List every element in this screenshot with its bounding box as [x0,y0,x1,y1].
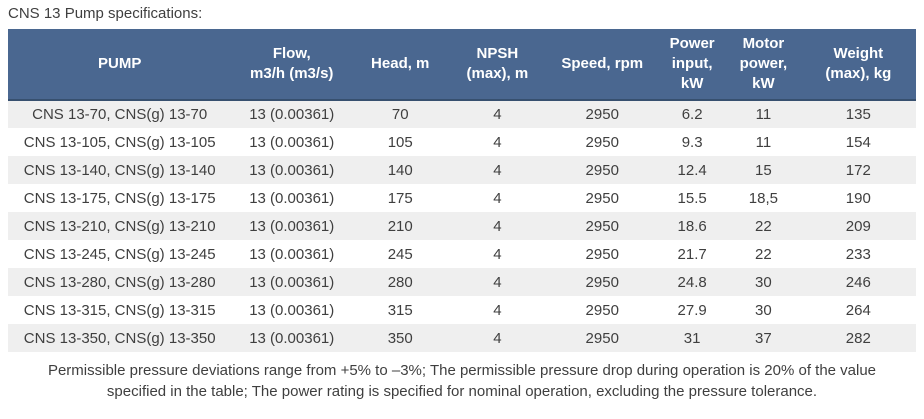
table-cell: 264 [845,301,871,319]
table-row: CNS 13-70, CNS(g) 13-70 13 (0.00361) 70 4 29… [8,100,916,128]
column-header: NPSH (max), m [448,29,547,101]
table-cell: 209 [845,217,871,235]
column-header: PUMP [8,29,232,101]
table-cell: 135 [845,106,871,123]
table-cell: 350 [387,329,413,347]
table-cell: 246 [845,273,871,291]
table-cell: 30 [755,273,772,291]
table-cell: 13 (0.00361) [249,217,335,235]
table-cell: 4 [493,273,502,291]
table-cell: 13 (0.00361) [249,273,335,291]
table-cell: 154 [845,133,871,151]
table-cell: 15.5 [677,189,707,207]
table-cell: 2950 [585,133,619,151]
table-cell: 24.8 [677,273,707,291]
table-cell: 175 [387,189,413,207]
table-cell: 22 [755,245,772,263]
table-cell: 9.3 [681,133,703,151]
table-cell: 172 [845,161,871,179]
column-header: Motor power, kW [726,29,801,101]
table-cell: 2950 [585,329,619,347]
table-cell: 4 [493,301,502,319]
table-cell: 233 [845,245,871,263]
table-cell: 11 [755,106,772,123]
table-cell: 2950 [585,189,619,207]
table-row: CNS 13-175, CNS(g) 13-175 13 (0.00361) 175… [8,184,916,212]
table-cell: 282 [845,329,871,347]
table-cell: CNS 13-105, CNS(g) 13-105 [23,133,216,151]
pump-spec-table: PUMP Flow, m3/h (m3/s) Head, m NPSH (max), … [8,29,916,352]
table-cell: 22 [755,217,772,235]
table-cell: CNS 13-175, CNS(g) 13-175 [23,189,216,207]
table-cell: 2950 [585,106,619,123]
table-cell: 13 (0.00361) [249,301,335,319]
table-cell: 2950 [585,245,619,263]
footer-note: Permissible pressure deviations range fr… [47,362,877,400]
table-cell: 4 [493,133,502,151]
table-cell: CNS 13-210, CNS(g) 13-210 [23,217,216,235]
table-cell: 245 [387,245,413,263]
table-cell: 18,5 [748,189,778,207]
table-cell: 13 (0.00361) [249,329,335,347]
table-row: CNS 13-245, CNS(g) 13-245 13 (0.00361) 245… [8,240,916,268]
table-cell: 2950 [585,273,619,291]
table-cell: 140 [387,161,413,179]
table-cell: 4 [493,106,502,123]
table-row: CNS 13-350, CNS(g) 13-350 13 (0.00361) 350… [8,324,916,352]
table-row: CNS 13-140, CNS(g) 13-140 13 (0.00361) 140… [8,156,916,184]
table-cell: CNS 13-70, CNS(g) 13-70 [32,106,208,123]
table-cell: 280 [387,273,413,291]
table-cell: 13 (0.00361) [249,106,335,123]
table-cell: 70 [391,106,409,123]
column-header: Power input, kW [658,29,727,101]
table-cell: 30 [755,301,772,319]
table-row: CNS 13-280, CNS(g) 13-280 13 (0.00361) 280… [8,268,916,296]
table-cell: 21.7 [677,245,707,263]
table-cell: 4 [493,161,502,179]
table-header-row: PUMP Flow, m3/h (m3/s) Head, m NPSH (max), … [8,29,916,101]
table-row: CNS 13-210, CNS(g) 13-210 13 (0.00361) 210… [8,212,916,240]
table-cell: 6.2 [681,106,703,123]
column-header: Flow, m3/h (m3/s) [231,29,353,101]
table-cell: CNS 13-315, CNS(g) 13-315 [23,301,216,319]
table-cell: 4 [493,189,502,207]
table-cell: 12.4 [677,161,707,179]
table-cell: CNS 13-140, CNS(g) 13-140 [23,161,216,179]
table-header: PUMP Flow, m3/h (m3/s) Head, m NPSH (max), … [8,29,916,101]
table-cell: 2950 [585,161,619,179]
table-cell: 315 [387,301,413,319]
table-cell: 190 [845,189,871,207]
table-cell: 105 [387,133,413,151]
table-cell: 11 [755,133,772,151]
table-row: CNS 13-105, CNS(g) 13-105 13 (0.00361) 105… [8,128,916,156]
column-header: Head, m [352,29,449,101]
table-cell: 2950 [585,217,619,235]
table-cell: 18.6 [677,217,707,235]
table-cell: 13 (0.00361) [249,189,335,207]
table-cell: 4 [493,329,502,347]
table-cell: 13 (0.00361) [249,245,335,263]
table-cell: 4 [493,245,502,263]
table-cell: 37 [755,329,772,347]
table-body: CNS 13-70, CNS(g) 13-70 13 (0.00361) 70 4 29… [8,100,916,352]
table-cell: 13 (0.00361) [249,161,335,179]
table-cell: 2950 [585,301,619,319]
table-cell: CNS 13-280, CNS(g) 13-280 [23,273,216,291]
table-cell: 31 [683,329,701,347]
column-header: Speed, rpm [546,29,659,101]
table-cell: 13 (0.00361) [249,133,335,151]
page-title: CNS 13 Pump specifications: [8,5,203,22]
table-cell: 27.9 [677,301,707,319]
table-row: CNS 13-315, CNS(g) 13-315 13 (0.00361) 315… [8,296,916,324]
table-cell: CNS 13-350, CNS(g) 13-350 [23,329,216,347]
column-header: Weight (max), kg [800,29,916,101]
table-cell: 15 [755,161,772,179]
table-cell: 210 [387,217,413,235]
table-cell: CNS 13-245, CNS(g) 13-245 [23,245,216,263]
table-cell: 4 [493,217,502,235]
